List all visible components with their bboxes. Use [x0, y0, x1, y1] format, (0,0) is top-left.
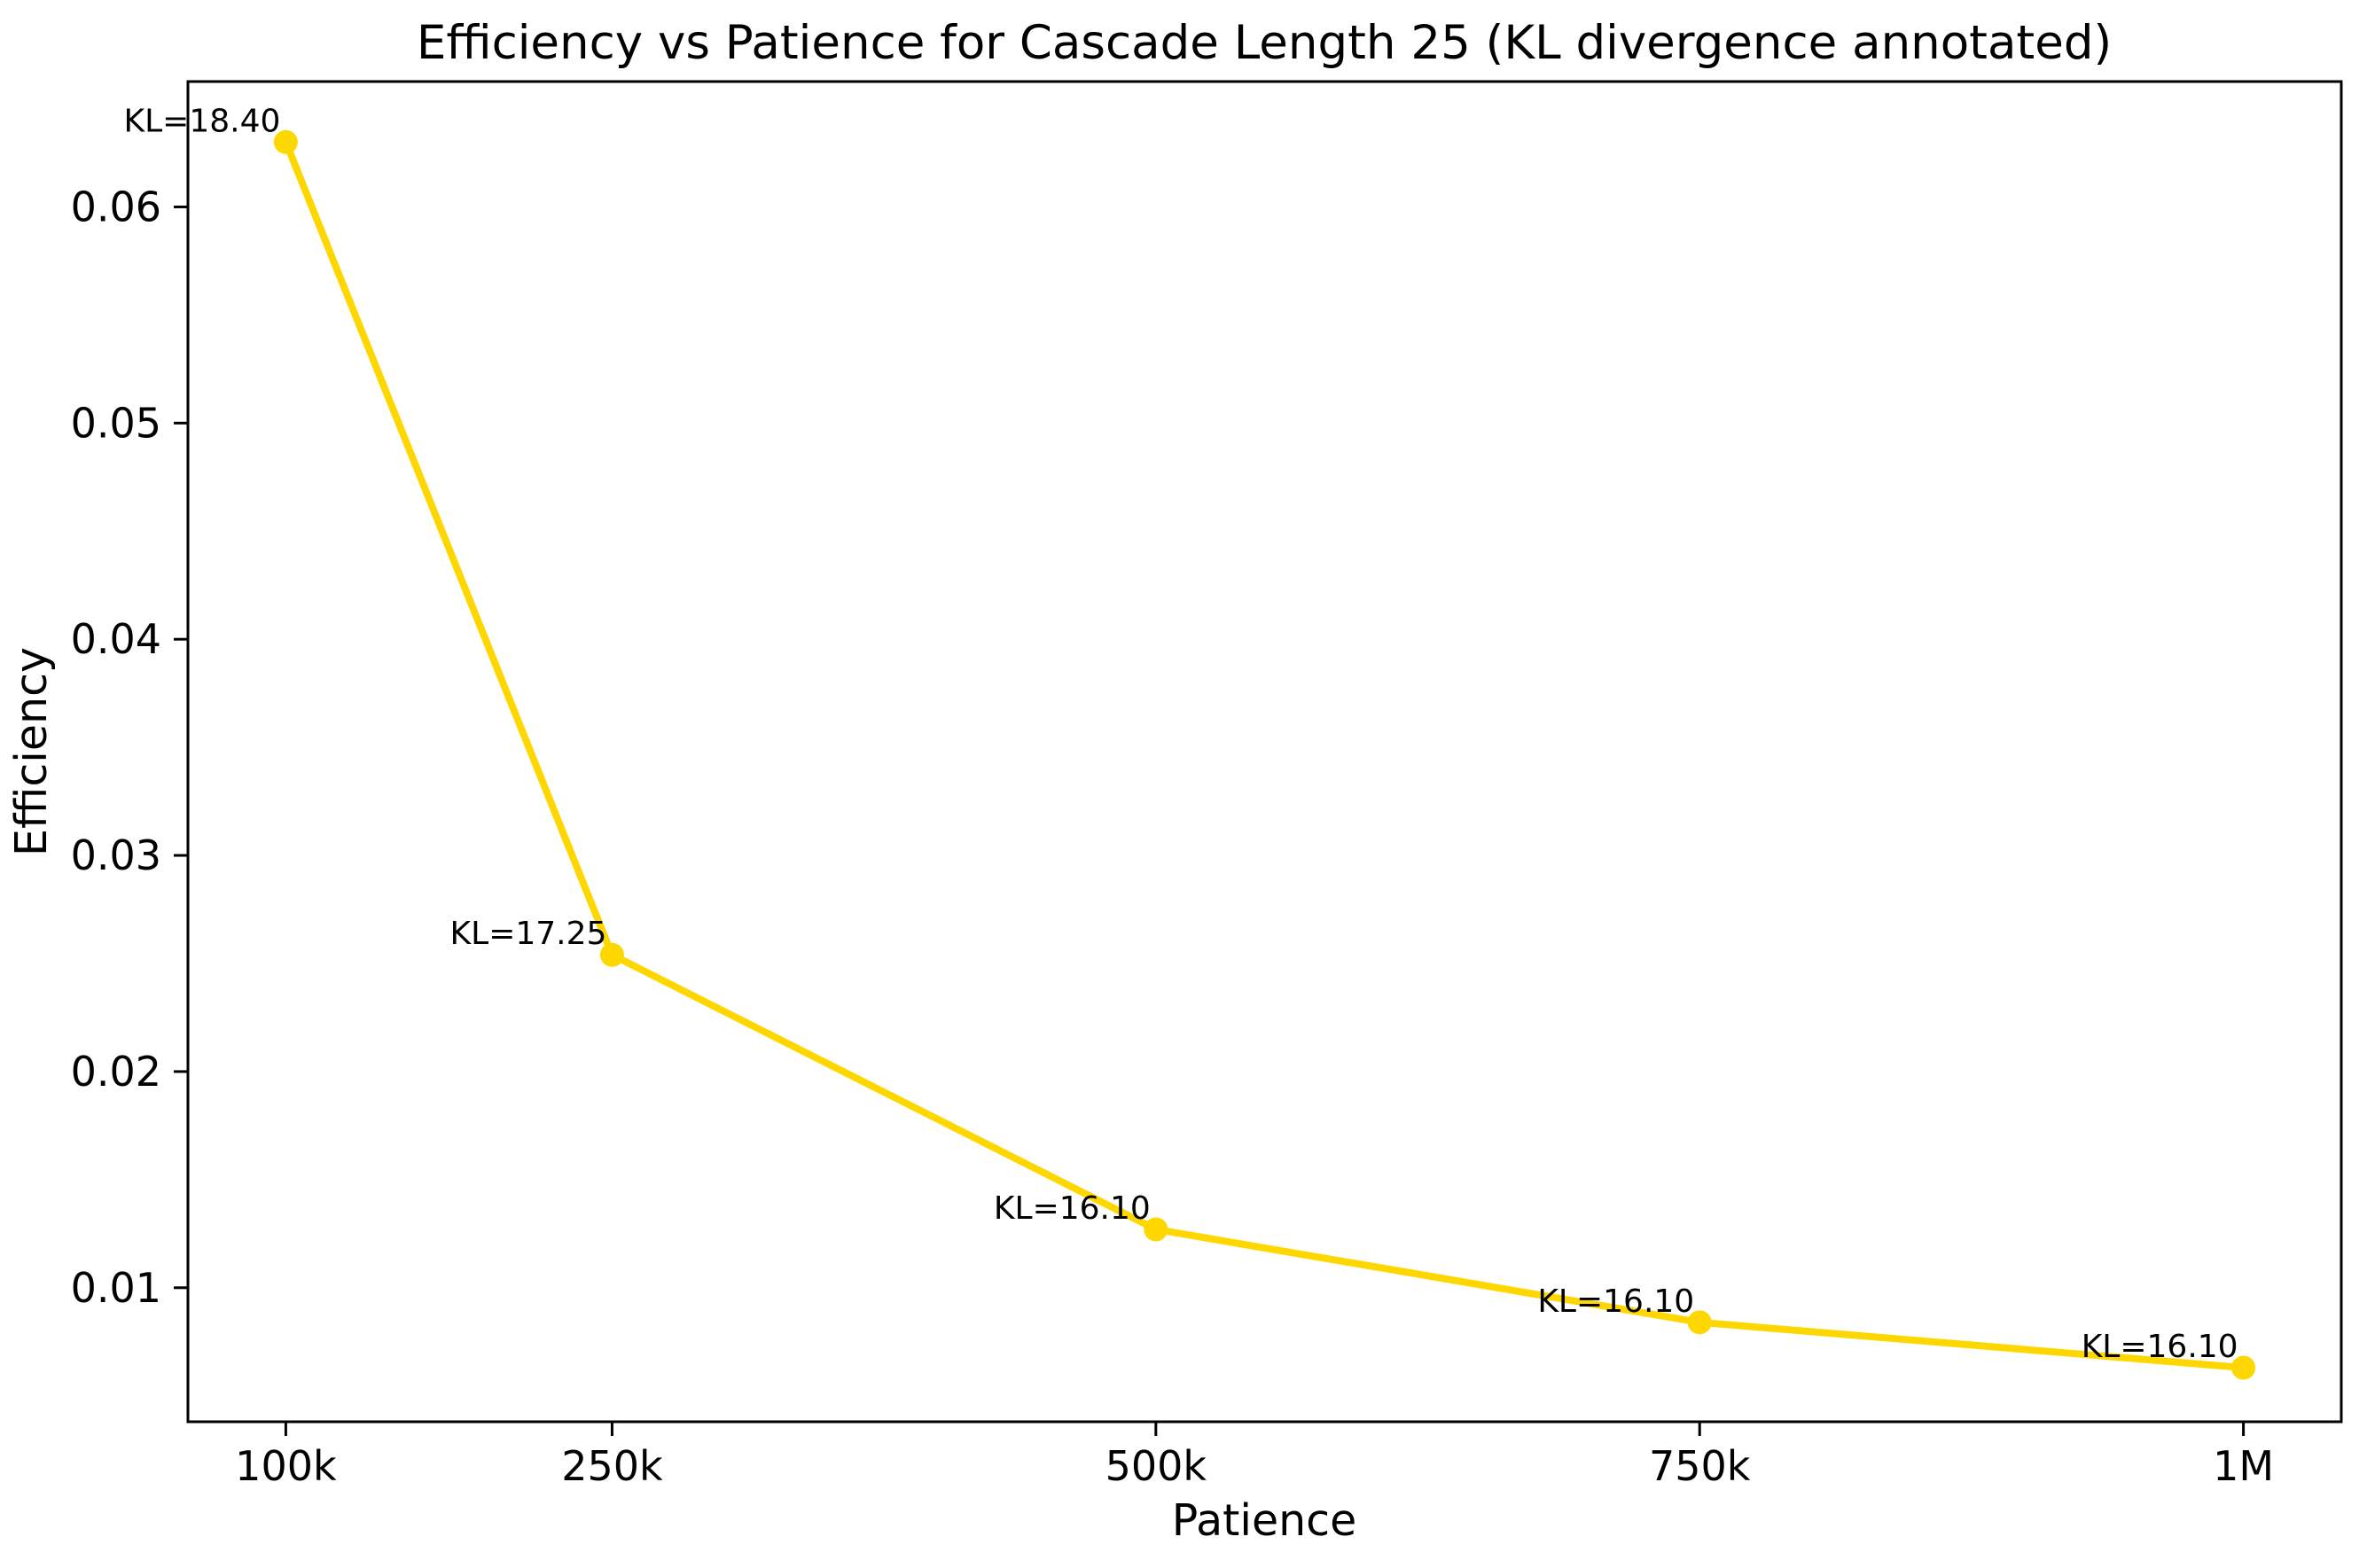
chart-title: Efficiency vs Patience for Cascade Lengt…	[417, 16, 2112, 70]
data-point-marker	[1144, 1217, 1168, 1242]
kl-annotation: KL=16.10	[1537, 1283, 1694, 1320]
kl-annotation: KL=16.10	[994, 1190, 1151, 1227]
y-tick-label: 0.06	[71, 183, 161, 230]
kl-annotation: KL=18.40	[124, 103, 281, 139]
axes-spines	[186, 80, 2343, 1424]
data-point-marker	[273, 129, 298, 154]
y-axis-label: Efficiency	[6, 647, 57, 856]
kl-annotation: KL=16.10	[2082, 1329, 2238, 1365]
plot-area: 100k 250k 500k 750k 1M 0.01 0.02 0.03 0.04 0.05 0.…	[71, 80, 2343, 1490]
y-tick-label: 0.04	[71, 615, 161, 663]
data-point-marker	[2231, 1355, 2256, 1380]
y-tick-label: 0.03	[71, 831, 161, 879]
data-point-marker	[1687, 1310, 1712, 1335]
kl-annotation: KL=17.25	[450, 916, 607, 952]
x-tick-label: 250k	[561, 1442, 663, 1490]
x-tick-label: 500k	[1105, 1442, 1207, 1490]
x-tick-label: 100k	[235, 1442, 337, 1490]
series-line	[282, 138, 2247, 1372]
x-axis-label: Patience	[1172, 1495, 1357, 1546]
y-tick-label: 0.01	[71, 1264, 161, 1312]
y-tick-label: 0.05	[71, 399, 161, 447]
x-tick-label: 1M	[2213, 1442, 2274, 1490]
y-tick-label: 0.02	[71, 1048, 161, 1096]
x-tick-label: 750k	[1649, 1442, 1751, 1490]
data-point-marker	[599, 942, 624, 967]
